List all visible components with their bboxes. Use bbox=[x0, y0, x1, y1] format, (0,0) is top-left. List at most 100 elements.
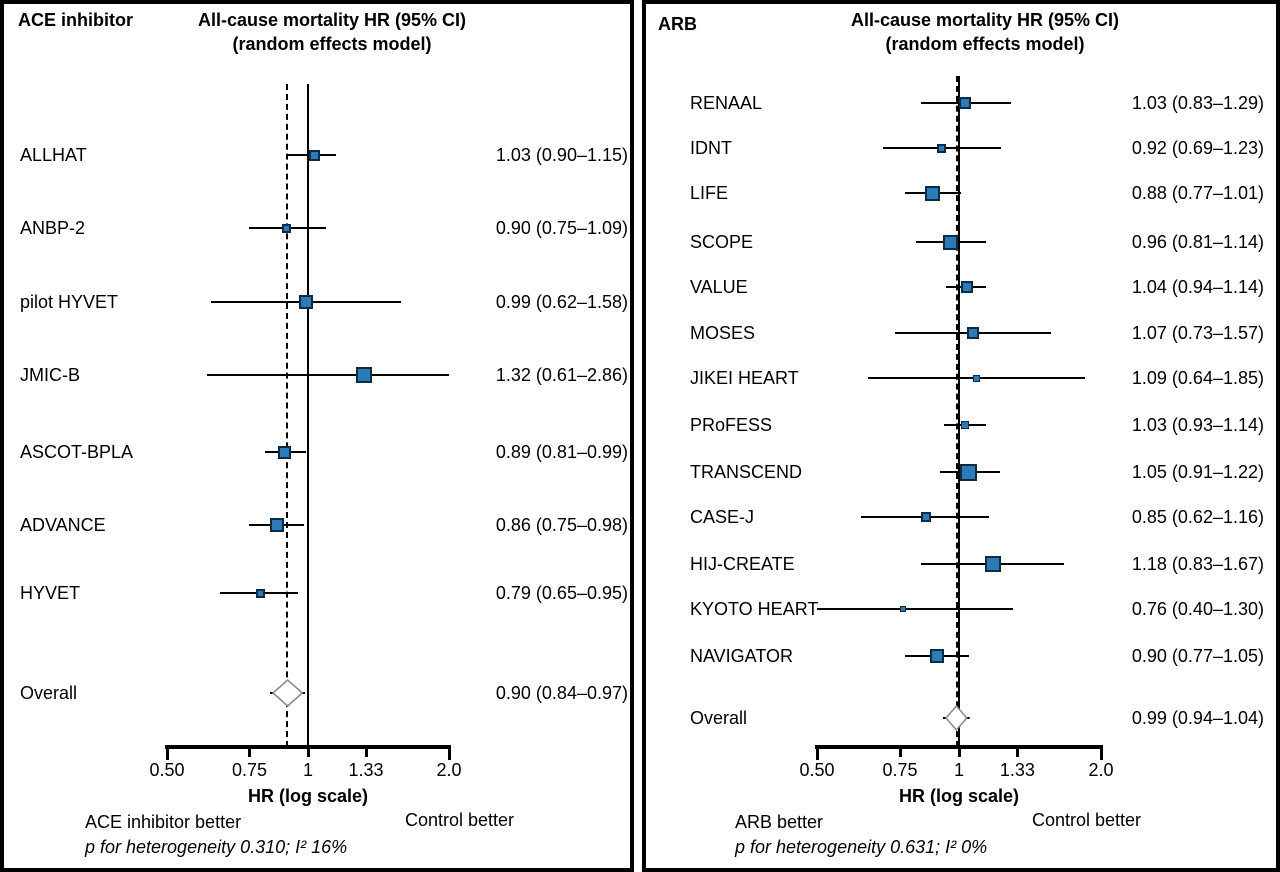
hr-value: 0.86 (0.75–0.98) bbox=[495, 515, 628, 535]
effect-square bbox=[899, 606, 906, 612]
hr-value: 1.03 (0.93–1.14) bbox=[1131, 415, 1264, 435]
effect-square bbox=[920, 512, 931, 522]
study-label: ANBP-2 bbox=[20, 218, 86, 238]
heterogeneity-note-ace: p for heterogeneity 0.310; I² 16% bbox=[85, 837, 348, 857]
study-label: HYVET bbox=[20, 583, 81, 603]
effect-square bbox=[959, 97, 972, 109]
study-label: JIKEI HEART bbox=[690, 368, 799, 388]
effect-square bbox=[937, 143, 947, 153]
panel-ace-border bbox=[0, 0, 634, 872]
null-line bbox=[958, 76, 960, 747]
effect-square bbox=[930, 649, 945, 663]
axis-label-arb: HR (log scale) bbox=[898, 786, 1020, 806]
better-left-label-ace: ACE inhibitor better bbox=[85, 812, 242, 832]
study-label: pilot HYVET bbox=[20, 292, 119, 312]
effect-square bbox=[925, 185, 941, 201]
axis-label-ace: HR (log scale) bbox=[247, 786, 369, 806]
hr-value: 1.07 (0.73–1.57) bbox=[1131, 323, 1264, 343]
hr-value: 1.32 (0.61–2.86) bbox=[495, 365, 628, 385]
effect-square bbox=[298, 295, 313, 309]
null-line bbox=[307, 84, 309, 747]
effect-square bbox=[966, 327, 979, 339]
group-label-arb: ARB bbox=[658, 14, 697, 34]
hr-value: 0.76 (0.40–1.30) bbox=[1131, 599, 1264, 619]
axis-tick-label: 0.75 bbox=[231, 760, 267, 780]
summary-diamond bbox=[943, 704, 971, 732]
study-label: IDNT bbox=[690, 138, 732, 158]
hr-value: 1.03 (0.90–1.15) bbox=[495, 145, 628, 165]
effect-square bbox=[961, 421, 970, 429]
effect-square bbox=[308, 149, 320, 161]
study-label: RENAAL bbox=[690, 93, 763, 113]
overall-dashed-line bbox=[285, 84, 288, 747]
hr-value: 1.05 (0.91–1.22) bbox=[1131, 462, 1264, 482]
axis-tick-label: 1 bbox=[953, 760, 964, 780]
effect-square bbox=[961, 281, 974, 293]
axis-tick bbox=[957, 749, 961, 757]
better-right-label-arb: Control better bbox=[1032, 810, 1142, 830]
axis-tick bbox=[364, 749, 368, 757]
axis-tick bbox=[815, 749, 819, 760]
axis-tick bbox=[165, 749, 169, 760]
better-right-label-ace: Control better bbox=[405, 810, 515, 830]
overall-dashed-line bbox=[955, 76, 958, 747]
hr-value: 0.90 (0.75–1.09) bbox=[495, 218, 628, 238]
hr-value: 0.85 (0.62–1.16) bbox=[1131, 507, 1264, 527]
ci-line bbox=[817, 608, 1013, 610]
axis-tick-label: 0.75 bbox=[882, 760, 918, 780]
study-label: JMIC-B bbox=[20, 365, 80, 385]
effect-square bbox=[270, 518, 285, 532]
ci-line bbox=[207, 374, 449, 376]
hr-value: 1.09 (0.64–1.85) bbox=[1131, 368, 1264, 388]
study-label: HIJ-CREATE bbox=[690, 554, 795, 574]
hr-value: 0.92 (0.69–1.23) bbox=[1131, 138, 1264, 158]
study-label: NAVIGATOR bbox=[690, 646, 794, 666]
axis-tick-label: 0.50 bbox=[799, 760, 835, 780]
axis-tick bbox=[1099, 749, 1103, 760]
hr-value: 0.90 (0.77–1.05) bbox=[1131, 646, 1264, 666]
overall-label-ace: Overall bbox=[20, 683, 78, 703]
hr-value: 0.99 (0.62–1.58) bbox=[495, 292, 628, 312]
hr-value: 0.89 (0.81–0.99) bbox=[495, 442, 628, 462]
effect-square bbox=[282, 223, 292, 233]
hr-value: 0.79 (0.65–0.95) bbox=[495, 583, 628, 603]
hr-value: 0.88 (0.77–1.01) bbox=[1131, 183, 1264, 203]
effect-square bbox=[277, 445, 291, 459]
axis-tick-label: 1.33 bbox=[999, 760, 1035, 780]
study-label: ADVANCE bbox=[20, 515, 106, 535]
axis-tick-label: 1 bbox=[302, 760, 313, 780]
panel-title-arb-line2: (random effects model) bbox=[885, 34, 1085, 54]
axis-tick-label: 2.0 bbox=[1088, 760, 1114, 780]
panel-title-arb: All-cause mortality HR (95% CI) (random … bbox=[785, 8, 1185, 56]
effect-square bbox=[973, 374, 981, 382]
overall-label-arb: Overall bbox=[690, 708, 748, 728]
axis-tick-label: 2.0 bbox=[436, 760, 462, 780]
panel-arb-border bbox=[642, 0, 1280, 872]
study-label: ALLHAT bbox=[20, 145, 87, 165]
axis-tick bbox=[447, 749, 451, 760]
panel-title-ace-line1: All-cause mortality HR (95% CI) bbox=[197, 10, 467, 30]
study-label: MOSES bbox=[690, 323, 756, 343]
effect-square bbox=[984, 556, 1001, 572]
effect-square bbox=[960, 463, 978, 481]
hr-value: 1.18 (0.83–1.67) bbox=[1131, 554, 1264, 574]
x-axis-line bbox=[165, 745, 451, 749]
effect-square bbox=[255, 588, 265, 598]
heterogeneity-note-arb: p for heterogeneity 0.631; I² 0% bbox=[735, 837, 988, 857]
effect-square bbox=[356, 367, 373, 383]
hr-value: 1.03 (0.83–1.29) bbox=[1131, 93, 1264, 113]
study-label: PRoFESS bbox=[690, 415, 773, 435]
group-label-ace: ACE inhibitor bbox=[18, 10, 133, 30]
axis-tick bbox=[898, 749, 902, 757]
better-left-label-arb: ARB better bbox=[735, 812, 824, 832]
x-axis-line bbox=[815, 745, 1103, 749]
overall-value-ace: 0.90 (0.84–0.97) bbox=[495, 683, 628, 703]
panel-title-ace: All-cause mortality HR (95% CI) (random … bbox=[132, 8, 532, 56]
study-label: ASCOT-BPLA bbox=[20, 442, 134, 462]
effect-square bbox=[943, 234, 959, 250]
panel-title-arb-line1: All-cause mortality HR (95% CI) bbox=[850, 10, 1120, 30]
study-label: SCOPE bbox=[690, 232, 754, 252]
summary-diamond bbox=[269, 678, 305, 708]
axis-tick bbox=[306, 749, 310, 757]
